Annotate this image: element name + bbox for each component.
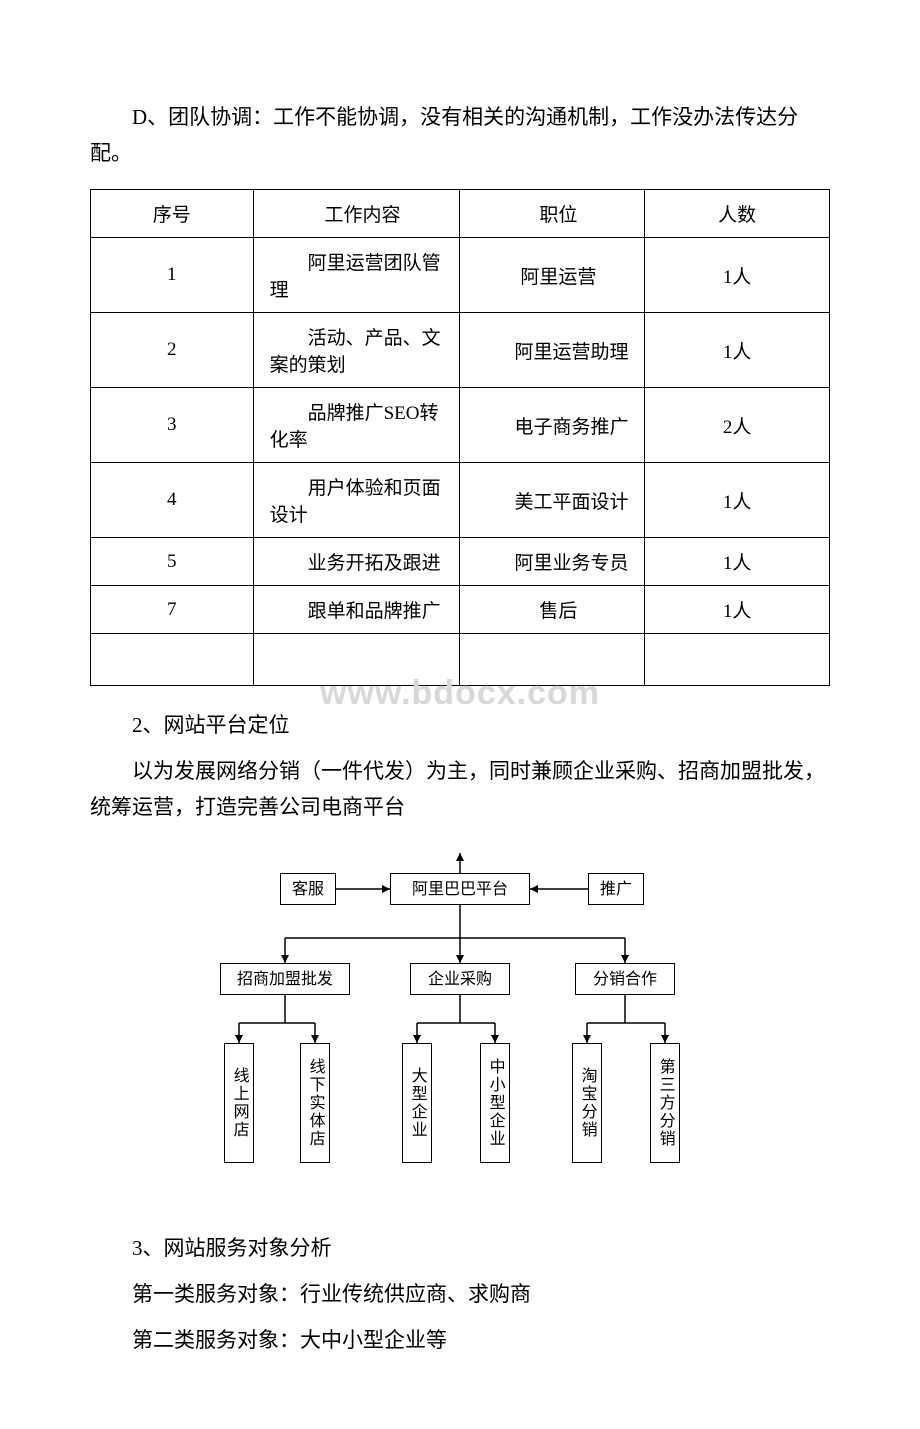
table-row: 7 跟单和品牌推广 售后 1人 xyxy=(91,586,830,634)
cell-no: 7 xyxy=(91,586,254,634)
cell-no: 1 xyxy=(91,238,254,313)
table-row: 2 活动、产品、文案的策划 阿里运营助理 1人 xyxy=(91,313,830,388)
node-l1: 线上网店 xyxy=(224,1043,254,1163)
table-row-empty xyxy=(91,634,830,686)
cell-count: 1人 xyxy=(645,538,830,586)
cell-no: 5 xyxy=(91,538,254,586)
cell-count: 2人 xyxy=(645,388,830,463)
th-role: 职位 xyxy=(460,190,645,238)
node-fx: 分销合作 xyxy=(575,963,675,995)
cell-work: 阿里运营团队管理 xyxy=(253,238,460,313)
cell-role: 阿里运营助理 xyxy=(460,313,645,388)
para-d: D、团队协调：工作不能协调，没有相关的沟通机制，工作没办法传达分配。 xyxy=(90,100,830,171)
cell-no: 3 xyxy=(91,388,254,463)
th-count: 人数 xyxy=(645,190,830,238)
cell-no: 2 xyxy=(91,313,254,388)
node-l3: 大型企业 xyxy=(402,1043,432,1163)
cell-work: 活动、产品、文案的策划 xyxy=(253,313,460,388)
cell-work: 用户体验和页面设计 xyxy=(253,463,460,538)
para-2-body: 以为发展网络分销（一件代发）为主，同时兼顾企业采购、招商加盟批发，统筹运营，打造… xyxy=(90,754,830,825)
node-l4: 中小型企业 xyxy=(480,1043,510,1163)
th-no: 序号 xyxy=(91,190,254,238)
cell-role: 美工平面设计 xyxy=(460,463,645,538)
node-qy: 企业采购 xyxy=(410,963,510,995)
cell-role: 阿里业务专员 xyxy=(460,538,645,586)
para-3a: 第一类服务对象：行业传统供应商、求购商 xyxy=(90,1277,830,1313)
table-row: 4 用户体验和页面设计 美工平面设计 1人 xyxy=(91,463,830,538)
para-3: 3、网站服务对象分析 xyxy=(90,1231,830,1267)
para-2: 2、网站平台定位 xyxy=(90,708,830,744)
node-zs: 招商加盟批发 xyxy=(220,963,350,995)
table-row: 1 阿里运营团队管理 阿里运营 1人 xyxy=(91,238,830,313)
node-root: 阿里巴巴平台 xyxy=(390,873,530,905)
cell-work: 跟单和品牌推广 xyxy=(253,586,460,634)
cell-count: 1人 xyxy=(645,586,830,634)
cell-role: 售后 xyxy=(460,586,645,634)
node-l6: 第三方分销 xyxy=(650,1043,680,1163)
cell-work: 品牌推广SEO转化率 xyxy=(253,388,460,463)
cell-work: 业务开拓及跟进 xyxy=(253,538,460,586)
table-row: 3 品牌推广SEO转化率 电子商务推广 2人 xyxy=(91,388,830,463)
table-header-row: 序号 工作内容 职位 人数 xyxy=(91,190,830,238)
para-3b: 第二类服务对象：大中小型企业等 xyxy=(90,1323,830,1359)
staff-table: 序号 工作内容 职位 人数 1 阿里运营团队管理 阿里运营 1人 2 活动、产品… xyxy=(90,189,830,686)
cell-no: 4 xyxy=(91,463,254,538)
cell-role: 电子商务推广 xyxy=(460,388,645,463)
node-l2: 线下实体店 xyxy=(300,1043,330,1163)
cell-count: 1人 xyxy=(645,313,830,388)
th-work: 工作内容 xyxy=(253,190,460,238)
cell-count: 1人 xyxy=(645,463,830,538)
table-row: 5 业务开拓及跟进 阿里业务专员 1人 xyxy=(91,538,830,586)
node-l5: 淘宝分销 xyxy=(572,1043,602,1163)
node-kefu: 客服 xyxy=(280,873,336,905)
org-diagram: 阿里巴巴平台 客服 推广招商加盟批发 企业采购 分销合作线上网店 线下实体店 大型企业 中小型… xyxy=(180,843,740,1203)
cell-role: 阿里运营 xyxy=(460,238,645,313)
cell-count: 1人 xyxy=(645,238,830,313)
node-tuiguang: 推广 xyxy=(588,873,644,905)
